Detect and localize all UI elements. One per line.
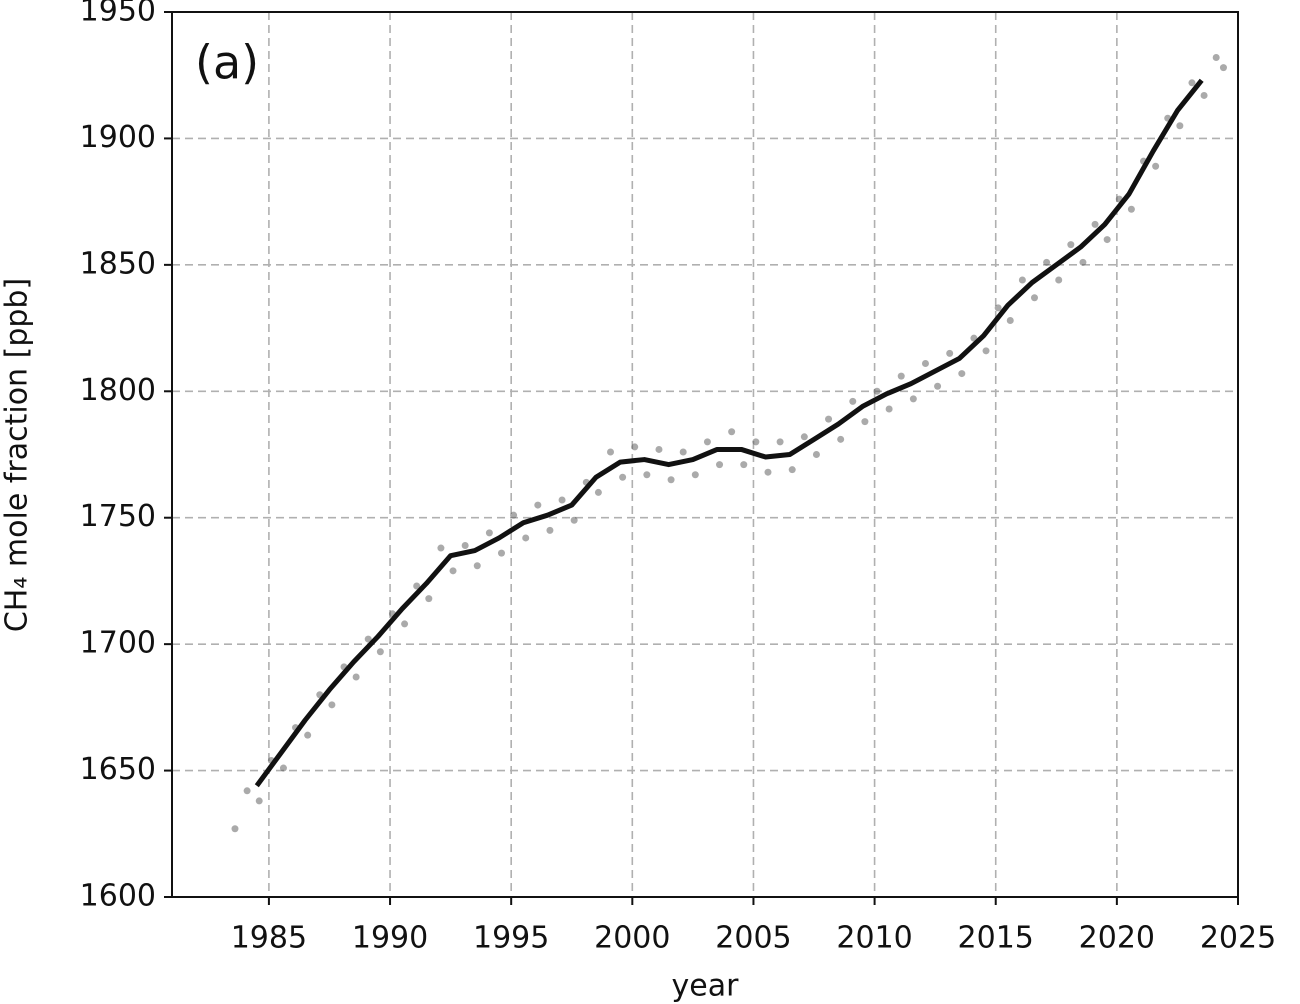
x-tick-label: 2020 [1079, 921, 1155, 956]
y-tick-label: 1750 [80, 499, 156, 534]
data-point [788, 466, 796, 474]
data-point [728, 428, 736, 436]
y-tick-label: 1650 [80, 752, 156, 787]
data-point [655, 445, 663, 453]
data-point [352, 673, 360, 681]
data-point [849, 397, 857, 405]
data-point [1176, 122, 1184, 130]
data-point [1006, 316, 1014, 324]
data-point [1219, 64, 1227, 72]
data-point [837, 435, 845, 443]
data-point [437, 544, 445, 552]
data-point [497, 549, 505, 557]
data-point [449, 567, 457, 575]
data-point [764, 468, 772, 476]
data-point [619, 473, 627, 481]
data-point [982, 347, 990, 355]
data-point [558, 496, 566, 504]
data-point [473, 562, 481, 570]
y-axis-label: CH₄ mole fraction [ppb] [0, 278, 35, 632]
data-point [825, 415, 833, 423]
data-point [897, 372, 905, 380]
data-point [885, 405, 893, 413]
data-point [934, 382, 942, 390]
data-point [243, 787, 251, 795]
y-tick-label: 1850 [80, 246, 156, 281]
data-point [1103, 236, 1111, 244]
x-tick-label: 2015 [958, 921, 1034, 956]
data-point [425, 595, 433, 603]
data-point [946, 349, 954, 357]
data-point [776, 438, 784, 446]
data-point [255, 797, 263, 805]
data-point [716, 461, 724, 469]
data-point [546, 526, 554, 534]
data-point [921, 359, 929, 367]
data-point [873, 387, 881, 395]
y-tick-label: 1950 [80, 0, 156, 29]
panel-label: (a) [195, 36, 259, 90]
data-point [703, 438, 711, 446]
data-point [522, 534, 530, 542]
data-point [594, 488, 602, 496]
data-point [1067, 241, 1075, 249]
data-point [994, 304, 1002, 312]
y-tick-label: 1900 [80, 120, 156, 155]
data-point [401, 620, 409, 628]
plot-frame [171, 11, 1239, 898]
data-point [1091, 220, 1099, 228]
x-tick-label: 1985 [231, 921, 307, 956]
data-point [1043, 258, 1051, 266]
data-point [752, 438, 760, 446]
data-point [413, 582, 421, 590]
data-point [667, 476, 675, 484]
data-point [1152, 162, 1160, 170]
data-point [328, 701, 336, 709]
data-point [1055, 276, 1063, 284]
data-point [1079, 258, 1087, 266]
data-point [679, 448, 687, 456]
data-point [534, 501, 542, 509]
data-point [1018, 276, 1026, 284]
x-tick-label: 2000 [594, 921, 670, 956]
data-point [231, 825, 239, 833]
y-tick-label: 1600 [80, 879, 156, 914]
x-axis-label: year [672, 969, 740, 1004]
data-point [909, 395, 917, 403]
x-tick-label: 2010 [836, 921, 912, 956]
data-point [510, 511, 518, 519]
data-point [958, 370, 966, 378]
x-tick-label: 2025 [1200, 921, 1276, 956]
data-point [1188, 79, 1196, 87]
data-point [691, 471, 699, 479]
data-point [631, 443, 639, 451]
y-tick-label: 1700 [80, 626, 156, 661]
data-point [1030, 294, 1038, 302]
data-point [364, 635, 372, 643]
data-point [643, 471, 651, 479]
data-point [1200, 91, 1208, 99]
trend-line [254, 78, 1204, 788]
x-tick-label: 1995 [473, 921, 549, 956]
data-point [279, 764, 287, 772]
data-point [812, 451, 820, 458]
x-tick-label: 1990 [352, 921, 428, 956]
y-tick-label: 1800 [80, 373, 156, 408]
data-point [861, 418, 869, 426]
data-point [485, 529, 493, 537]
data-point [1127, 205, 1135, 213]
data-point [607, 448, 615, 456]
data-point [376, 648, 384, 656]
data-point [800, 433, 808, 441]
data-point [1212, 54, 1220, 62]
data-point [570, 516, 578, 524]
x-tick-label: 2005 [715, 921, 791, 956]
data-point [304, 731, 312, 739]
data-point [740, 461, 748, 469]
data-point [461, 542, 469, 550]
